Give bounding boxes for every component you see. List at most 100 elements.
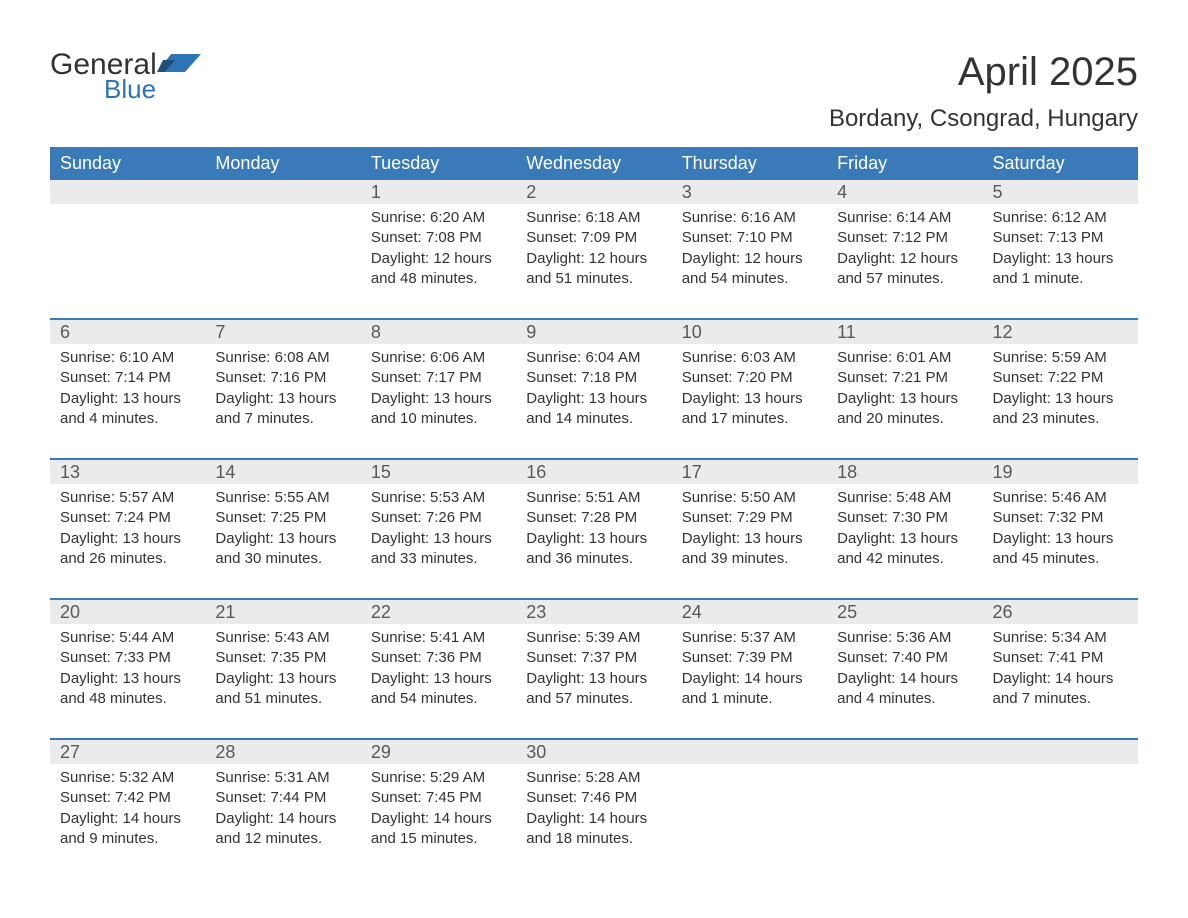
day-number: 11 xyxy=(827,322,856,343)
day-number: 1 xyxy=(361,182,381,203)
weekday-header: Thursday xyxy=(672,147,827,180)
logo-text: General Blue xyxy=(50,50,157,102)
day-info-line: Sunset: 7:35 PM xyxy=(215,648,350,668)
day-body xyxy=(827,764,982,776)
day-body: Sunrise: 6:01 AMSunset: 7:21 PMDaylight:… xyxy=(827,344,982,437)
day-body: Sunrise: 6:04 AMSunset: 7:18 PMDaylight:… xyxy=(516,344,671,437)
day-info-line: Sunrise: 5:48 AM xyxy=(837,488,972,508)
day-info-line: Sunset: 7:40 PM xyxy=(837,648,972,668)
day-info-line: Sunset: 7:18 PM xyxy=(526,368,661,388)
day-info-line: Sunset: 7:28 PM xyxy=(526,508,661,528)
calendar-cell: 21Sunrise: 5:43 AMSunset: 7:35 PMDayligh… xyxy=(205,600,360,730)
day-body xyxy=(50,204,205,216)
calendar-cell: 18Sunrise: 5:48 AMSunset: 7:30 PMDayligh… xyxy=(827,460,982,590)
day-number-strip: 24 xyxy=(672,600,827,624)
day-number: 16 xyxy=(516,462,546,483)
day-number-strip: 4 xyxy=(827,180,982,204)
day-info-line: Sunrise: 5:37 AM xyxy=(682,628,817,648)
day-info-line: Sunrise: 6:06 AM xyxy=(371,348,506,368)
weekday-header: Tuesday xyxy=(361,147,516,180)
day-info-line: Daylight: 13 hours and 36 minutes. xyxy=(526,529,661,570)
day-info-line: Sunrise: 6:14 AM xyxy=(837,208,972,228)
day-info-line: Sunset: 7:30 PM xyxy=(837,508,972,528)
day-info-line: Sunrise: 5:41 AM xyxy=(371,628,506,648)
calendar-cell: 4Sunrise: 6:14 AMSunset: 7:12 PMDaylight… xyxy=(827,180,982,310)
day-number-strip: 21 xyxy=(205,600,360,624)
day-body xyxy=(983,764,1138,776)
day-number-strip: 18 xyxy=(827,460,982,484)
day-info-line: Daylight: 14 hours and 1 minute. xyxy=(682,669,817,710)
day-number-strip: 30 xyxy=(516,740,671,764)
day-number-strip: 26 xyxy=(983,600,1138,624)
day-number: 4 xyxy=(827,182,847,203)
page-title: April 2025 xyxy=(829,50,1138,95)
day-number: 13 xyxy=(50,462,80,483)
day-number: 8 xyxy=(361,322,381,343)
day-info-line: Sunrise: 5:51 AM xyxy=(526,488,661,508)
day-number-strip: 8 xyxy=(361,320,516,344)
weekday-header: Friday xyxy=(827,147,982,180)
day-info-line: Daylight: 14 hours and 18 minutes. xyxy=(526,809,661,850)
calendar-cell: 5Sunrise: 6:12 AMSunset: 7:13 PMDaylight… xyxy=(983,180,1138,310)
day-body: Sunrise: 5:39 AMSunset: 7:37 PMDaylight:… xyxy=(516,624,671,717)
day-body: Sunrise: 5:34 AMSunset: 7:41 PMDaylight:… xyxy=(983,624,1138,717)
week-row: 6Sunrise: 6:10 AMSunset: 7:14 PMDaylight… xyxy=(50,318,1138,450)
day-info-line: Sunset: 7:32 PM xyxy=(993,508,1128,528)
day-number: 23 xyxy=(516,602,546,623)
day-number-strip xyxy=(672,740,827,764)
day-info-line: Sunset: 7:16 PM xyxy=(215,368,350,388)
weekday-header: Monday xyxy=(205,147,360,180)
calendar-cell xyxy=(983,740,1138,870)
calendar-cell: 3Sunrise: 6:16 AMSunset: 7:10 PMDaylight… xyxy=(672,180,827,310)
day-info-line: Daylight: 14 hours and 4 minutes. xyxy=(837,669,972,710)
calendar-cell: 14Sunrise: 5:55 AMSunset: 7:25 PMDayligh… xyxy=(205,460,360,590)
day-info-line: Sunset: 7:42 PM xyxy=(60,788,195,808)
header: General Blue April 2025 Bordany, Csongra… xyxy=(50,50,1138,133)
day-number-strip: 13 xyxy=(50,460,205,484)
day-body: Sunrise: 6:20 AMSunset: 7:08 PMDaylight:… xyxy=(361,204,516,297)
day-info-line: Sunrise: 5:36 AM xyxy=(837,628,972,648)
day-number: 25 xyxy=(827,602,857,623)
day-number-strip: 1 xyxy=(361,180,516,204)
calendar-cell: 24Sunrise: 5:37 AMSunset: 7:39 PMDayligh… xyxy=(672,600,827,730)
day-body: Sunrise: 5:28 AMSunset: 7:46 PMDaylight:… xyxy=(516,764,671,857)
day-info-line: Sunset: 7:12 PM xyxy=(837,228,972,248)
weekday-header: Sunday xyxy=(50,147,205,180)
day-info-line: Daylight: 13 hours and 20 minutes. xyxy=(837,389,972,430)
day-info-line: Daylight: 13 hours and 14 minutes. xyxy=(526,389,661,430)
calendar-cell: 20Sunrise: 5:44 AMSunset: 7:33 PMDayligh… xyxy=(50,600,205,730)
day-info-line: Sunset: 7:29 PM xyxy=(682,508,817,528)
calendar-cell: 26Sunrise: 5:34 AMSunset: 7:41 PMDayligh… xyxy=(983,600,1138,730)
day-info-line: Sunset: 7:36 PM xyxy=(371,648,506,668)
day-number-strip xyxy=(827,740,982,764)
day-info-line: Sunrise: 5:50 AM xyxy=(682,488,817,508)
location-subtitle: Bordany, Csongrad, Hungary xyxy=(829,105,1138,133)
day-info-line: Sunset: 7:14 PM xyxy=(60,368,195,388)
day-info-line: Sunset: 7:10 PM xyxy=(682,228,817,248)
day-number-strip: 9 xyxy=(516,320,671,344)
day-info-line: Sunrise: 5:34 AM xyxy=(993,628,1128,648)
day-info-line: Daylight: 13 hours and 7 minutes. xyxy=(215,389,350,430)
calendar-cell: 1Sunrise: 6:20 AMSunset: 7:08 PMDaylight… xyxy=(361,180,516,310)
day-body: Sunrise: 5:48 AMSunset: 7:30 PMDaylight:… xyxy=(827,484,982,577)
day-info-line: Sunset: 7:44 PM xyxy=(215,788,350,808)
day-info-line: Sunrise: 5:57 AM xyxy=(60,488,195,508)
calendar-cell xyxy=(827,740,982,870)
day-info-line: Daylight: 13 hours and 30 minutes. xyxy=(215,529,350,570)
week-row: 13Sunrise: 5:57 AMSunset: 7:24 PMDayligh… xyxy=(50,458,1138,590)
day-info-line: Sunrise: 5:53 AM xyxy=(371,488,506,508)
day-info-line: Sunrise: 5:29 AM xyxy=(371,768,506,788)
day-info-line: Sunset: 7:22 PM xyxy=(993,368,1128,388)
day-number-strip: 7 xyxy=(205,320,360,344)
day-body: Sunrise: 6:16 AMSunset: 7:10 PMDaylight:… xyxy=(672,204,827,297)
calendar-cell: 12Sunrise: 5:59 AMSunset: 7:22 PMDayligh… xyxy=(983,320,1138,450)
day-info-line: Daylight: 14 hours and 7 minutes. xyxy=(993,669,1128,710)
day-body: Sunrise: 5:37 AMSunset: 7:39 PMDaylight:… xyxy=(672,624,827,717)
day-info-line: Sunset: 7:37 PM xyxy=(526,648,661,668)
day-body: Sunrise: 6:18 AMSunset: 7:09 PMDaylight:… xyxy=(516,204,671,297)
day-info-line: Daylight: 13 hours and 23 minutes. xyxy=(993,389,1128,430)
calendar-cell: 29Sunrise: 5:29 AMSunset: 7:45 PMDayligh… xyxy=(361,740,516,870)
calendar: SundayMondayTuesdayWednesdayThursdayFrid… xyxy=(50,147,1138,870)
day-info-line: Sunset: 7:26 PM xyxy=(371,508,506,528)
day-info-line: Daylight: 13 hours and 51 minutes. xyxy=(215,669,350,710)
